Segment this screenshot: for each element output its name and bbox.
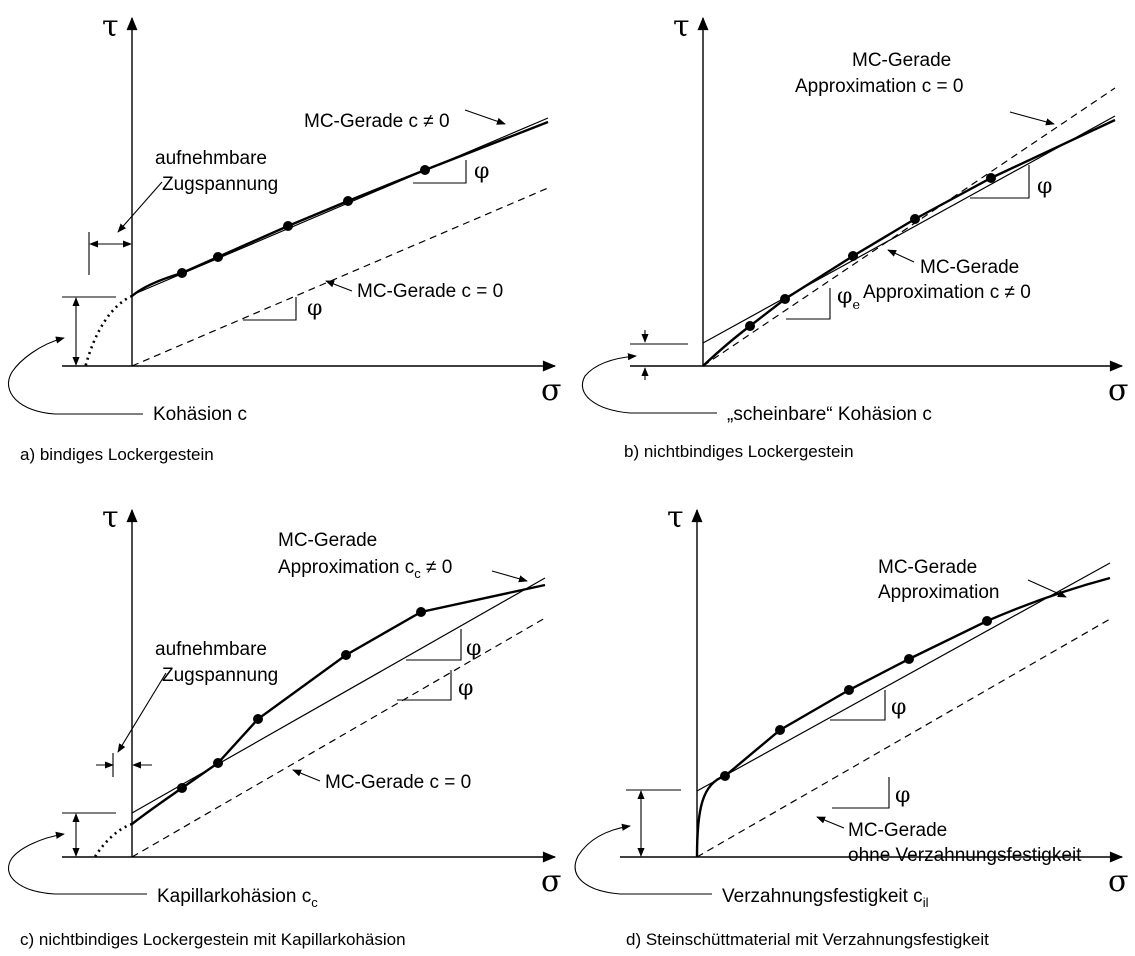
- phi-label-b1: φ: [1037, 174, 1052, 199]
- tensile-leader-a: [117, 181, 163, 233]
- panel-c: τ σ φ φ MC-Gerade Approximation cc ≠ 0 M…: [7, 500, 561, 949]
- angle-mark-c2: [397, 670, 452, 701]
- mc-label-c1: MC-Gerade: [278, 530, 377, 551]
- test-point-a1: [177, 268, 187, 278]
- sigma-label-a: σ: [541, 373, 561, 408]
- tensile-label-a1: aufnehmbare: [155, 148, 267, 169]
- test-point-c3: [253, 714, 263, 724]
- tau-label-a: τ: [102, 9, 119, 44]
- caption-d: d) Steinschüttmaterial mit Verzahnungsfe…: [626, 930, 989, 949]
- phi-e-label-b: φe: [837, 284, 860, 313]
- apparent-cohesion-label-b: „scheinbare“ Kohäsion c: [727, 404, 932, 425]
- sigma-label-b: σ: [1108, 373, 1128, 408]
- test-point-b2: [780, 294, 790, 304]
- test-point-b5: [986, 173, 996, 183]
- angle-mark-a2: [243, 297, 297, 321]
- panel-b: τ σ φ φe MC-Gerade Approximation c = 0 M…: [581, 9, 1128, 461]
- mc-line-approx-d: [696, 562, 1111, 792]
- mc-label-c-zero-a: MC-Gerade c = 0: [357, 281, 503, 302]
- mc-line-c-zero-a: [131, 187, 549, 367]
- mc-line-no-interlock-d: [696, 618, 1111, 858]
- mc-label-d2: Approximation: [878, 582, 999, 603]
- tensile-extension-a: [83, 294, 133, 369]
- mc-label-c2: Approximation cc ≠ 0: [278, 557, 452, 581]
- interlock-label-d: Verzahnungsfestigkeit cil: [722, 886, 929, 910]
- mc-approx0-label-b1: MC-Gerade: [852, 50, 951, 71]
- failure-envelope-c: [131, 583, 546, 825]
- phi-label-d1: φ: [891, 695, 906, 720]
- test-point-c5: [416, 607, 426, 617]
- test-point-b4: [910, 214, 920, 224]
- phi-label-c1: φ: [466, 636, 481, 661]
- angle-mark-d2: [832, 777, 890, 809]
- mc-line-approx-zero-b: [702, 87, 1116, 367]
- tensile-label-a2: Zugspannung: [162, 174, 278, 195]
- tensile-label-c1: aufnehmbare: [155, 639, 267, 660]
- angle-mark-b2: [786, 288, 831, 320]
- tensile-label-c2: Zugspannung: [162, 665, 278, 686]
- angle-mark-c1: [406, 629, 462, 661]
- caption-c: c) nichtbindiges Lockergestein mit Kapil…: [20, 930, 406, 949]
- phi-label-a2: φ: [307, 296, 322, 321]
- angle-mark-b1: [970, 165, 1030, 199]
- mc-approx0-label-b2: Approximation c = 0: [795, 76, 963, 97]
- mc-approx-ne0-label-b1: MC-Gerade: [920, 257, 1019, 278]
- failure-envelope-b: [702, 118, 1116, 367]
- capillary-leader-c: [7, 831, 147, 895]
- apparent-cohesion-leader-b: [581, 353, 717, 414]
- test-point-a4: [343, 196, 353, 206]
- mc-label-c-nonzero-a: MC-Gerade c ≠ 0: [304, 111, 450, 132]
- test-point-a2: [213, 252, 223, 262]
- mc-no-interlock-arrow-d: [816, 816, 845, 829]
- panel-a: τ σ φ φ MC-Gerade c ≠ 0 MC-Gerade c = 0 …: [7, 9, 561, 464]
- phi-label-d2: φ: [895, 783, 910, 808]
- cohesion-label-a: Kohäsion c: [153, 404, 247, 425]
- test-point-a5: [420, 165, 430, 175]
- phi-label-a1: φ: [474, 159, 489, 184]
- test-point-b1: [745, 321, 755, 331]
- mc-arrow-c-zero-c: [292, 769, 321, 782]
- test-point-c4: [341, 650, 351, 660]
- sigma-label-c: σ: [541, 864, 561, 899]
- tensile-leader-c: [117, 672, 167, 753]
- test-point-c2: [213, 758, 223, 768]
- tau-label-c: τ: [102, 500, 119, 535]
- mc-label-arrow-a1: [464, 109, 506, 125]
- mc-no-interlock-label-d1: MC-Gerade: [848, 820, 947, 841]
- capillary-extension-c: [91, 822, 133, 861]
- angle-mark-d1: [830, 690, 886, 721]
- tau-label-b: τ: [673, 9, 690, 44]
- test-point-d3: [844, 685, 854, 695]
- interlock-leader-d: [574, 823, 712, 895]
- mc-arrow-d: [1027, 579, 1067, 598]
- tau-label-d: τ: [667, 500, 684, 535]
- test-point-d1: [720, 771, 730, 781]
- phi-label-c2: φ: [458, 676, 473, 701]
- angle-mark-a1: [413, 160, 467, 184]
- mc-label-d1: MC-Gerade: [878, 557, 977, 578]
- mc-label-c-zero-c: MC-Gerade c = 0: [325, 772, 471, 793]
- test-point-c1: [177, 783, 187, 793]
- sigma-label-d: σ: [1108, 864, 1128, 899]
- mc-approx-ne0-arrow-b: [887, 249, 915, 263]
- test-point-d4: [904, 654, 914, 664]
- mc-no-interlock-label-d2: ohne Verzahnungsfestigkeit: [848, 845, 1082, 866]
- caption-b: b) nichtbindiges Lockergestein: [624, 442, 854, 461]
- failure-envelope-a: [131, 120, 549, 297]
- capillary-label-c: Kapillarkohäsion cc: [157, 886, 318, 910]
- test-point-b3: [848, 251, 858, 261]
- mc-line-c-zero-c: [131, 617, 546, 858]
- caption-a: a) bindiges Lockergestein: [20, 445, 214, 464]
- test-point-a3: [283, 221, 293, 231]
- cohesion-leader-a: [7, 336, 143, 415]
- mc-approx-ne0-label-b2: Approximation c ≠ 0: [863, 282, 1031, 303]
- test-point-d2: [775, 725, 785, 735]
- mc-label-arrow-a2: [325, 280, 353, 292]
- panel-d: τ σ φ φ MC-Gerade Approximation MC-Gerad…: [574, 500, 1128, 949]
- test-point-d5: [982, 616, 992, 626]
- mc-line-approx-nonzero-b: [702, 115, 1116, 344]
- mc-approx0-arrow-b: [1009, 111, 1055, 126]
- mc-arrow-c: [491, 570, 528, 583]
